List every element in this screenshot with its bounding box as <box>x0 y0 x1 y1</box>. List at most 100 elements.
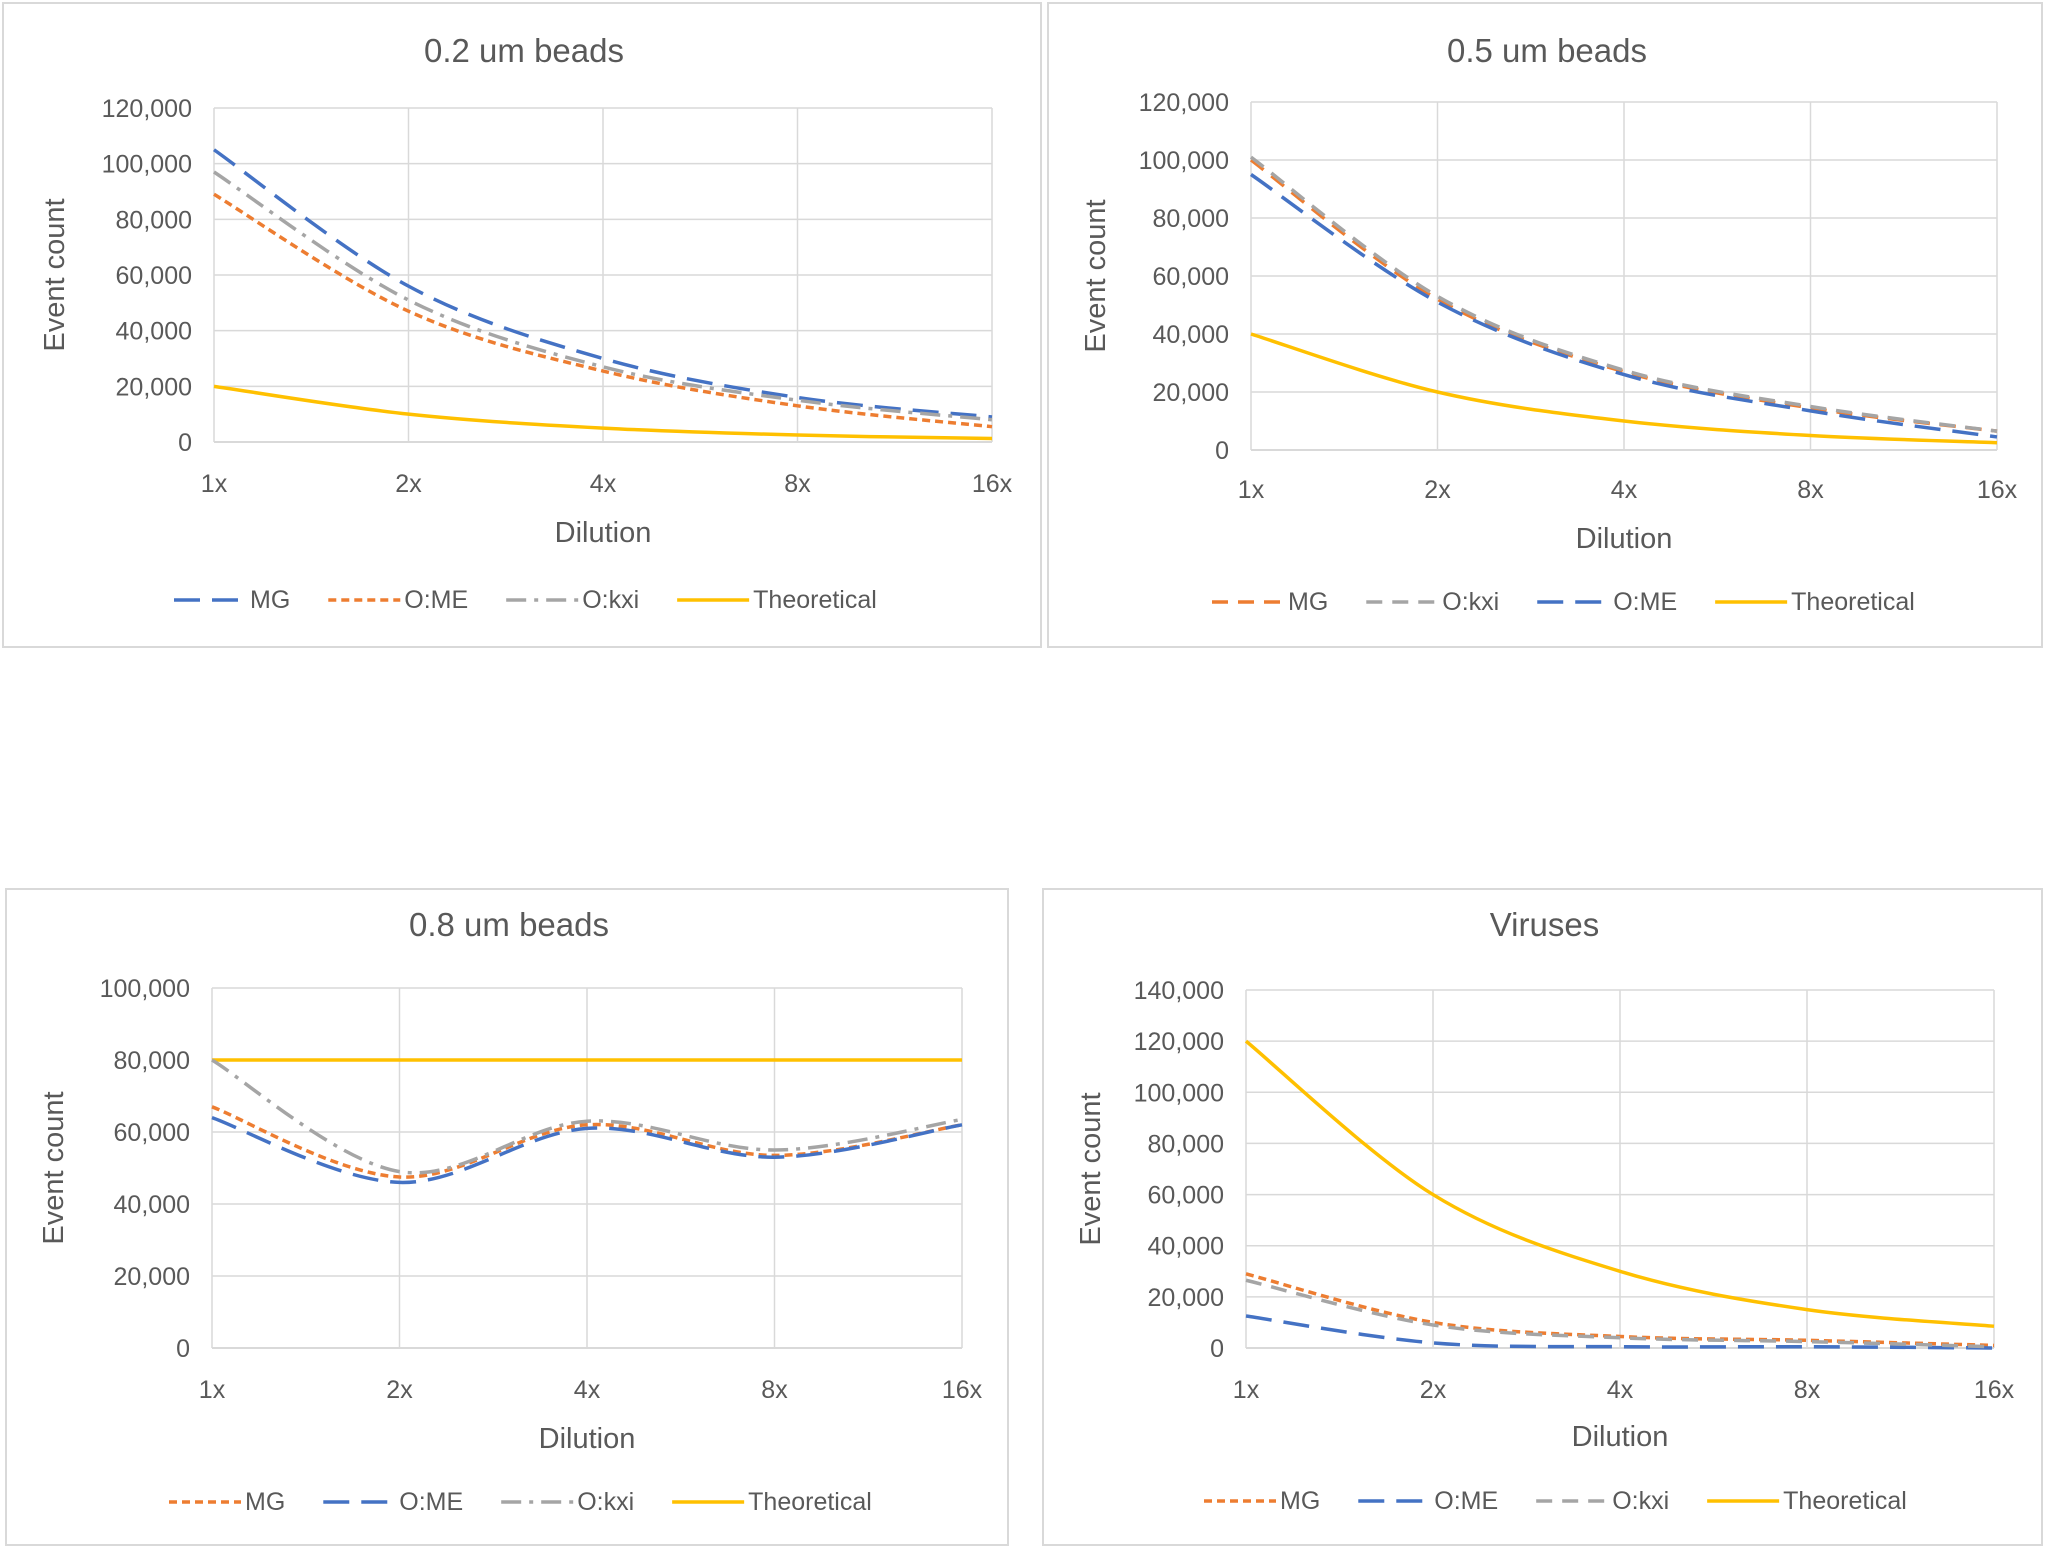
legend-entry: Theoretical <box>1715 588 1915 616</box>
x-axis-label: Dilution <box>1576 523 1673 555</box>
y-tick-label: 0 <box>178 429 192 457</box>
legend-label: Theoretical <box>1783 1487 1907 1515</box>
legend-entry: O:ME <box>1537 588 1677 616</box>
chart-title: Viruses <box>1490 906 1599 943</box>
series-line-o-kxi <box>213 170 993 422</box>
y-tick-label: 40,000 <box>116 318 192 346</box>
y-tick-label: 100,000 <box>102 151 192 179</box>
legend-label: Theoretical <box>748 1488 872 1516</box>
legend-label: O:kxi <box>1442 588 1499 616</box>
y-tick-label: 100,000 <box>1139 147 1229 175</box>
legend-entry: Theoretical <box>677 586 877 614</box>
x-tick-label: 2x <box>1420 1376 1447 1404</box>
y-tick-label: 0 <box>1210 1335 1224 1363</box>
legend-entry: O:kxi <box>501 1488 634 1516</box>
x-tick-label: 1x <box>201 470 228 498</box>
legend-label: O:kxi <box>577 1488 634 1516</box>
y-tick-label: 100,000 <box>1134 1079 1224 1107</box>
y-tick-label: 60,000 <box>116 262 192 290</box>
y-tick-label: 60,000 <box>114 1119 190 1147</box>
y-tick-label: 120,000 <box>1139 89 1229 117</box>
y-tick-label: 60,000 <box>1148 1182 1224 1210</box>
series-line-o-kxi <box>1249 155 1998 433</box>
y-tick-label: 80,000 <box>114 1047 190 1075</box>
x-tick-label: 2x <box>386 1376 413 1404</box>
legend-label: MG <box>1280 1487 1320 1515</box>
legend-entry: MG <box>174 586 290 614</box>
legend-entry: O:ME <box>328 586 468 614</box>
legend-entry: O:ME <box>323 1488 463 1516</box>
legend-label: O:ME <box>399 1488 463 1516</box>
x-tick-label: 1x <box>1238 476 1265 504</box>
y-tick-label: 140,000 <box>1134 977 1224 1005</box>
y-axis-label: Event count <box>1075 1092 1107 1245</box>
chart-title: 0.2 um beads <box>424 32 624 69</box>
legend-label: O:kxi <box>582 586 639 614</box>
x-tick-label: 8x <box>784 470 811 498</box>
legend-label: O:ME <box>404 586 468 614</box>
y-tick-label: 80,000 <box>1153 205 1229 233</box>
series-line-o-kxi <box>1245 1278 1995 1349</box>
series-line-o-me <box>1250 173 1998 439</box>
y-axis-label: Event count <box>39 198 71 351</box>
chart-0-5um-beads: 0.5 um beads 0 20,000 40,000 60,000 80,000 100… <box>1080 32 2018 616</box>
y-tick-label: 0 <box>176 1335 190 1363</box>
x-tick-label: 16x <box>1974 1376 2015 1404</box>
chart-0-8um-beads: 0.8 um beads 0 20,000 40,000 60,000 80,000 100… <box>38 906 983 1516</box>
y-tick-label: 20,000 <box>1153 379 1229 407</box>
series-line-o-kxi <box>211 1058 963 1175</box>
y-tick-label: 60,000 <box>1153 263 1229 291</box>
series-line-theoretical <box>1244 1039 1995 1329</box>
y-tick-label: 40,000 <box>1148 1233 1224 1261</box>
legend-entry: O:ME <box>1358 1487 1498 1515</box>
series-line-mg <box>212 148 993 419</box>
y-tick-label: 40,000 <box>114 1191 190 1219</box>
legend-label: MG <box>1288 588 1328 616</box>
x-tick-label: 4x <box>1611 476 1638 504</box>
legend-entry: Theoretical <box>1707 1487 1907 1515</box>
y-tick-label: 100,000 <box>100 975 190 1003</box>
legend-entry: Theoretical <box>672 1488 872 1516</box>
x-tick-label: 16x <box>1977 476 2018 504</box>
x-tick-label: 2x <box>395 470 422 498</box>
legend-entry: O:kxi <box>1366 588 1499 616</box>
y-tick-label: 80,000 <box>116 206 192 234</box>
x-tick-label: 2x <box>1424 476 1451 504</box>
chart-0-2um-beads: 0.2 um beads 0 20,000 40,000 60,000 80,000 100… <box>39 32 1013 614</box>
x-axis-label: Dilution <box>539 1423 636 1455</box>
x-tick-label: 8x <box>761 1376 788 1404</box>
legend-entry: O:kxi <box>1536 1487 1669 1515</box>
legend-label: MG <box>250 586 290 614</box>
x-tick-label: 1x <box>199 1376 226 1404</box>
y-tick-label: 120,000 <box>102 95 192 123</box>
y-tick-label: 120,000 <box>1134 1028 1224 1056</box>
x-tick-label: 8x <box>1794 1376 1821 1404</box>
chart-panel-0-8um: 0.8 um beads 0 20,000 40,000 60,000 80,000 100… <box>5 888 1009 1546</box>
y-tick-label: 20,000 <box>114 1263 190 1291</box>
legend-entry: MG <box>1204 1487 1320 1515</box>
chart-panel-viruses: Viruses 0 20,000 40,000 60,000 80,000 100,000 1… <box>1042 888 2043 1546</box>
y-tick-label: 80,000 <box>1148 1130 1224 1158</box>
legend-entry: MG <box>1212 588 1328 616</box>
x-tick-label: 4x <box>574 1376 601 1404</box>
y-tick-label: 0 <box>1215 437 1229 465</box>
legend-label: O:ME <box>1613 588 1677 616</box>
x-tick-label: 16x <box>942 1376 983 1404</box>
series-line-o-me <box>1245 1314 1995 1350</box>
x-tick-label: 4x <box>1607 1376 1634 1404</box>
series-line-theoretical <box>1250 332 1998 445</box>
y-tick-label: 20,000 <box>116 373 192 401</box>
legend-label: MG <box>245 1488 285 1516</box>
chart-panel-0-5um: 0.5 um beads 0 20,000 40,000 60,000 80,000 100… <box>1047 2 2043 648</box>
x-tick-label: 8x <box>1797 476 1824 504</box>
x-tick-label: 4x <box>590 470 617 498</box>
chart-title: 0.5 um beads <box>1447 32 1647 69</box>
series-line-mg <box>211 1105 963 1179</box>
x-tick-label: 1x <box>1233 1376 1260 1404</box>
legend-label: Theoretical <box>753 586 877 614</box>
x-tick-label: 16x <box>972 470 1013 498</box>
y-axis-label: Event count <box>1080 199 1112 352</box>
series-line-theoretical <box>213 384 993 441</box>
legend-label: Theoretical <box>1791 588 1915 616</box>
x-axis-label: Dilution <box>555 517 652 549</box>
